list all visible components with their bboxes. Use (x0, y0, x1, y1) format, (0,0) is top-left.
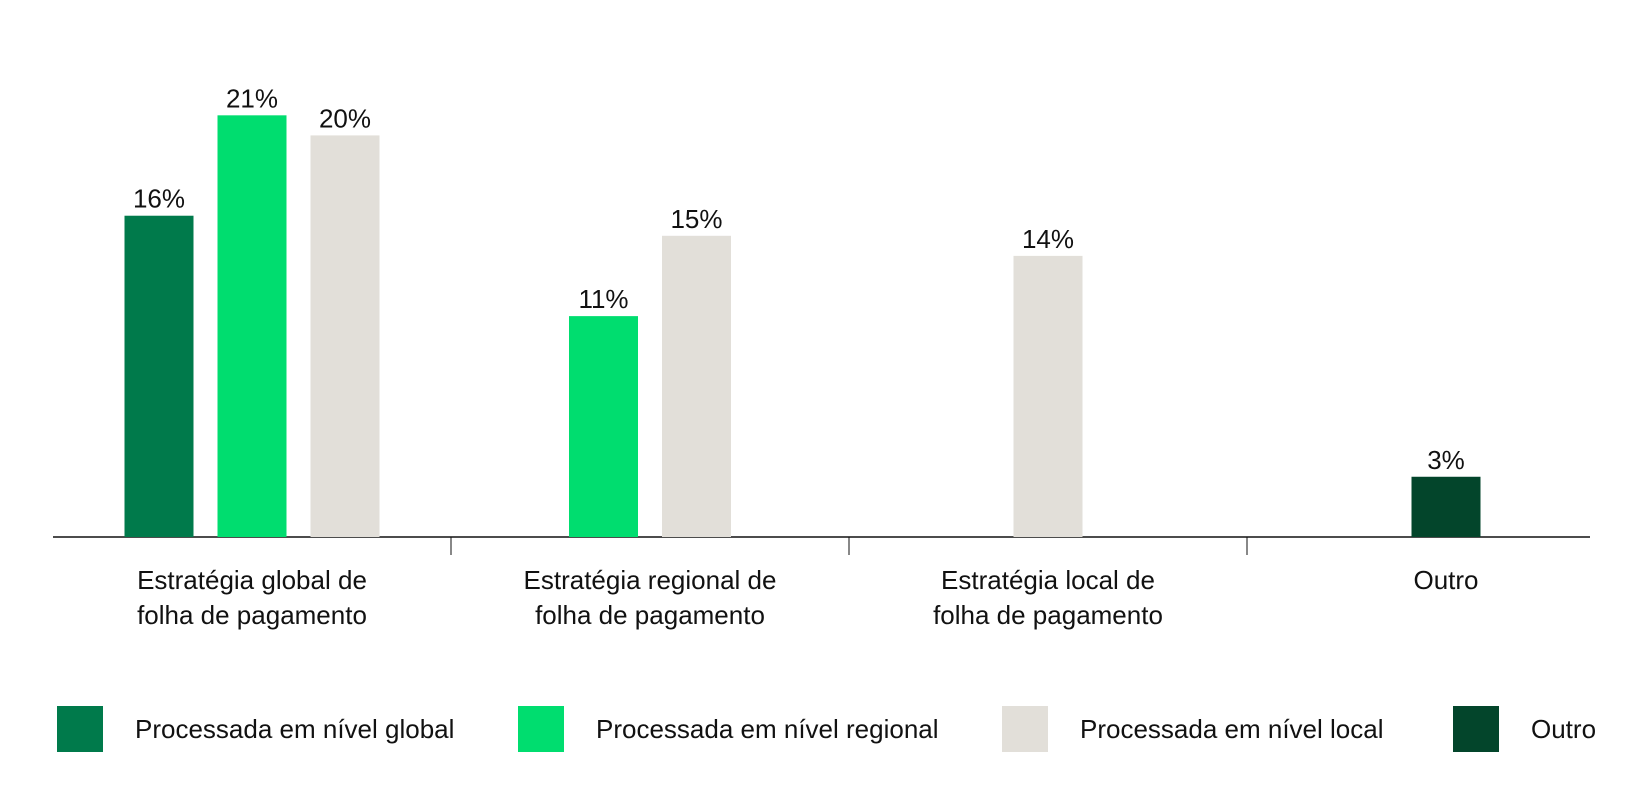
legend-label-global: Processada em nível global (135, 713, 455, 744)
legend-label-local: Processada em nível local (1080, 713, 1384, 744)
legend-item-other: Outro (1453, 706, 1596, 752)
legend-swatch-other (1453, 706, 1499, 752)
data-label-regional-global-strategy: 21% (226, 83, 278, 113)
data-label-regional-regional-strategy: 11% (578, 284, 628, 314)
bar-other-other (1411, 476, 1481, 537)
x-tick-label-regional-strategy: folha de pagamento (535, 600, 765, 630)
x-tick-label-regional-strategy: Estratégia regional de (524, 565, 777, 595)
data-label-local-regional-strategy: 15% (670, 204, 722, 234)
data-label-local-local-strategy: 14% (1022, 224, 1074, 254)
legend-label-regional: Processada em nível regional (596, 713, 939, 744)
legend-swatch-local (1002, 706, 1048, 752)
data-label-local-global-strategy: 20% (319, 103, 371, 133)
bar-regional-regional-strategy (569, 316, 638, 537)
data-label-global-global-strategy: 16% (133, 184, 185, 214)
legend: Processada em nível global Processada em… (0, 706, 1641, 752)
legend-swatch-global (57, 706, 103, 752)
x-tick-label-global-strategy: folha de pagamento (137, 600, 367, 630)
legend-item-local: Processada em nível local (1002, 706, 1383, 752)
bar-local-regional-strategy (662, 235, 731, 538)
legend-item-global: Processada em nível global (57, 706, 454, 752)
x-tick-label-global-strategy: Estratégia global de (137, 565, 367, 595)
x-tick-label-other: Outro (1413, 565, 1478, 595)
legend-item-regional: Processada em nível regional (518, 706, 939, 752)
legend-swatch-regional (518, 706, 564, 752)
bar-regional-global-strategy (217, 115, 287, 537)
bar-local-global-strategy (310, 135, 380, 537)
bar-global-global-strategy (124, 215, 194, 537)
legend-label-other: Outro (1531, 713, 1597, 744)
x-tick-label-local-strategy: Estratégia local de (941, 565, 1155, 595)
data-label-other-other: 3% (1427, 445, 1465, 475)
bar-local-local-strategy (1013, 255, 1083, 537)
x-tick-label-local-strategy: folha de pagamento (933, 600, 1163, 630)
